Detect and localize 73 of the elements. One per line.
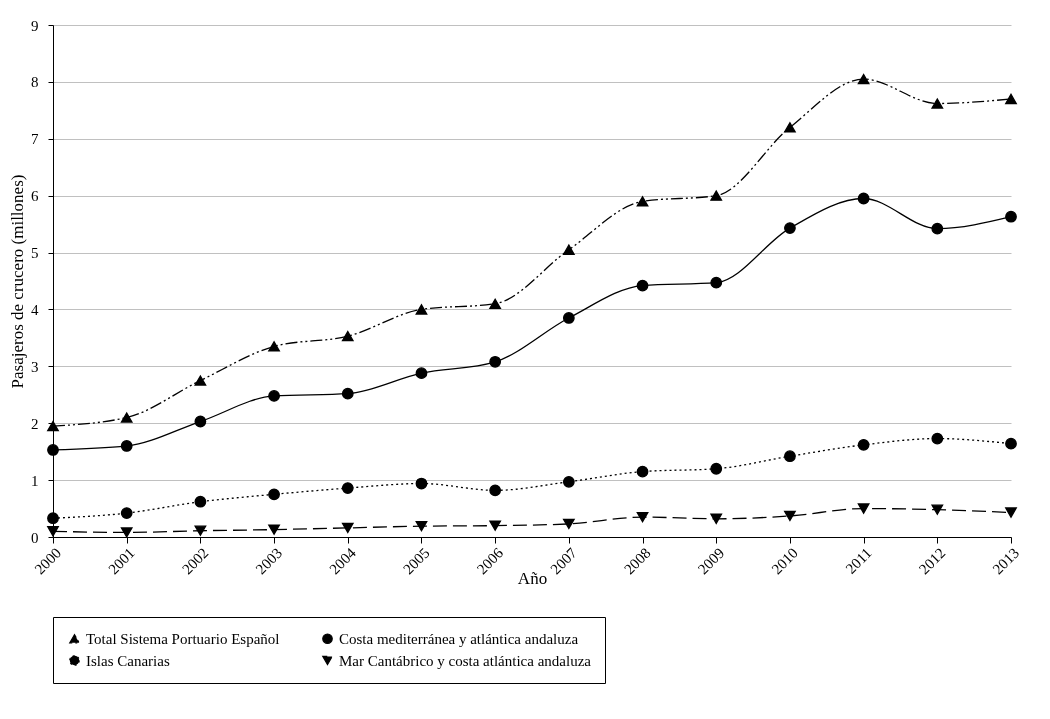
point bbox=[341, 330, 354, 342]
point bbox=[415, 367, 428, 380]
point bbox=[636, 196, 649, 207]
point bbox=[931, 98, 944, 109]
point bbox=[47, 526, 59, 537]
point bbox=[931, 504, 944, 515]
legend-label: Mar Cantábrico y costa atlántica andaluza bbox=[339, 652, 592, 669]
y-tick-label: 1 bbox=[31, 472, 39, 489]
point bbox=[489, 484, 502, 497]
point bbox=[784, 450, 796, 463]
point bbox=[857, 73, 870, 85]
point bbox=[784, 122, 796, 133]
point bbox=[341, 387, 354, 400]
point bbox=[710, 190, 723, 201]
y-tick-label: 3 bbox=[31, 358, 39, 375]
y-tick-label: 0 bbox=[31, 529, 39, 546]
point bbox=[268, 524, 280, 535]
point bbox=[194, 495, 207, 508]
point bbox=[1005, 437, 1017, 450]
point bbox=[415, 521, 428, 532]
y-tick-label: 2 bbox=[31, 415, 39, 432]
point bbox=[47, 444, 59, 456]
point bbox=[268, 341, 280, 352]
point bbox=[341, 522, 354, 534]
point bbox=[562, 244, 575, 255]
point bbox=[194, 525, 207, 536]
point bbox=[784, 510, 796, 522]
point bbox=[857, 503, 870, 514]
point bbox=[489, 355, 502, 368]
point bbox=[710, 462, 723, 475]
point bbox=[562, 312, 575, 324]
point bbox=[857, 192, 870, 205]
y-tick-label: 9 bbox=[31, 17, 39, 34]
point bbox=[194, 415, 207, 428]
y-tick-label: 7 bbox=[31, 131, 39, 148]
point bbox=[636, 511, 649, 523]
point bbox=[636, 465, 649, 478]
point bbox=[1005, 93, 1017, 105]
x-tick-label: 2011 bbox=[842, 544, 875, 577]
point bbox=[47, 420, 59, 432]
point bbox=[636, 279, 649, 292]
point bbox=[47, 512, 59, 525]
point bbox=[710, 513, 723, 524]
point bbox=[857, 438, 870, 451]
point bbox=[120, 440, 133, 452]
point bbox=[562, 475, 575, 488]
legend-label: Total Sistema Portuario Español bbox=[86, 630, 280, 647]
point bbox=[120, 527, 133, 538]
y-tick-label: 6 bbox=[31, 188, 39, 205]
point bbox=[489, 520, 502, 531]
point bbox=[931, 432, 944, 445]
point bbox=[1005, 507, 1017, 518]
point bbox=[931, 222, 944, 235]
y-tick-label: 4 bbox=[31, 301, 39, 318]
y-axis-title: Pasajeros de crucero (millones) bbox=[8, 174, 27, 389]
point bbox=[489, 298, 502, 309]
point bbox=[415, 477, 428, 490]
point bbox=[268, 488, 280, 501]
point bbox=[120, 507, 133, 519]
point bbox=[341, 482, 354, 494]
point bbox=[1005, 210, 1017, 223]
y-tick-label: 5 bbox=[31, 245, 39, 262]
point bbox=[562, 518, 575, 530]
legend-label: Costa mediterránea y atlántica andaluza bbox=[339, 630, 579, 647]
point bbox=[120, 412, 133, 423]
y-tick-label: 8 bbox=[31, 74, 39, 91]
point bbox=[415, 304, 428, 315]
point bbox=[710, 276, 723, 289]
legend-label: Islas Canarias bbox=[86, 652, 170, 669]
point bbox=[268, 390, 280, 402]
point bbox=[194, 375, 207, 386]
x-axis-title: Año bbox=[517, 569, 548, 589]
point bbox=[784, 222, 796, 234]
